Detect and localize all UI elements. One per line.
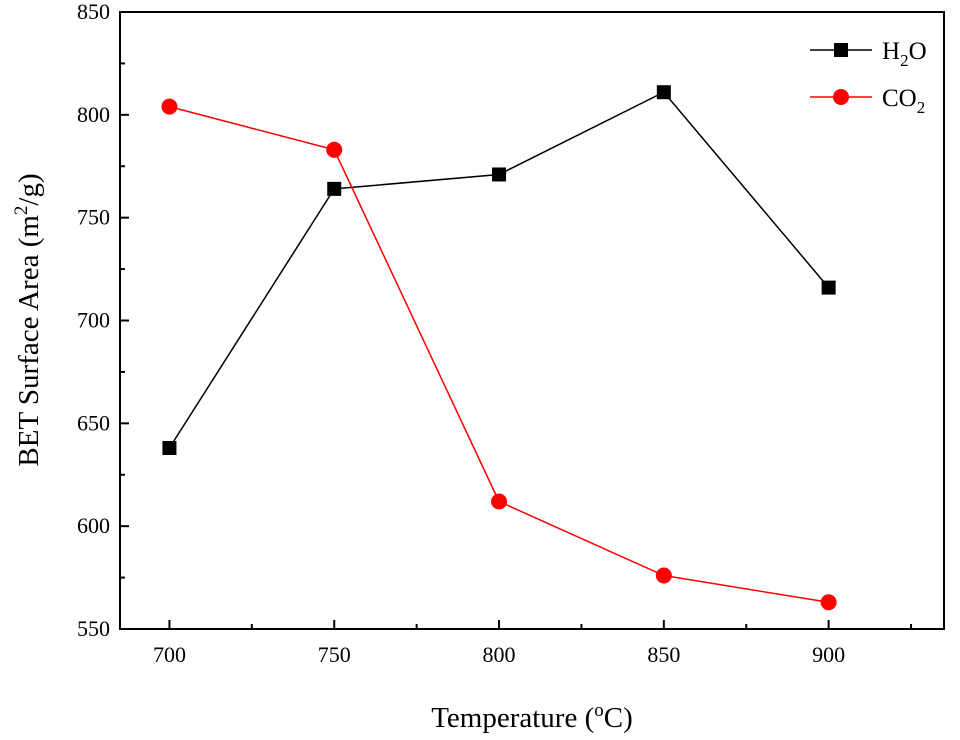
y-axis-title: BET Surface Area (m2/g) [11, 173, 45, 466]
y-tick-label-800: 800 [77, 102, 110, 127]
plot-frame [119, 11, 945, 630]
legend: H2O CO2 [810, 38, 927, 117]
legend-label-h2o: H2O [882, 38, 927, 70]
data-point-co2-900 [820, 594, 837, 611]
data-point-h2o-750 [327, 181, 342, 196]
series-layer [161, 85, 837, 611]
x-tick-label-700: 700 [153, 642, 186, 667]
data-point-co2-850 [655, 567, 672, 584]
y-tick-label-850: 850 [77, 0, 110, 24]
series-line-h2o [168, 91, 830, 449]
legend-marker-co2 [833, 89, 849, 105]
y-tick-label-700: 700 [77, 308, 110, 333]
data-point-h2o-700 [162, 441, 177, 456]
x-axis-title: Temperature (oC) [431, 700, 633, 734]
data-point-co2-800 [491, 493, 508, 510]
data-point-h2o-800 [492, 167, 507, 182]
legend-item-co2: CO2 [810, 85, 925, 117]
legend-marker-h2o [834, 43, 848, 57]
data-point-h2o-850 [656, 85, 671, 100]
data-point-co2-750 [326, 141, 343, 158]
legend-label-co2: CO2 [882, 85, 925, 117]
data-point-co2-700 [161, 98, 178, 115]
y-tick-label-550: 550 [77, 616, 110, 641]
y-tick-label-600: 600 [77, 513, 110, 538]
data-point-h2o-900 [821, 280, 836, 295]
y-tick-label-650: 650 [77, 410, 110, 435]
x-tick-label-850: 850 [647, 642, 680, 667]
x-tick-label-800: 800 [483, 642, 516, 667]
x-axis-ticks: 700 750 800 850 900 [153, 620, 913, 667]
x-tick-label-900: 900 [812, 642, 845, 667]
y-tick-label-750: 750 [77, 205, 110, 230]
x-tick-label-750: 750 [318, 642, 351, 667]
y-axis-ticks: 550 600 650 700 750 800 850 [77, 0, 129, 641]
legend-item-h2o: H2O [810, 38, 927, 70]
